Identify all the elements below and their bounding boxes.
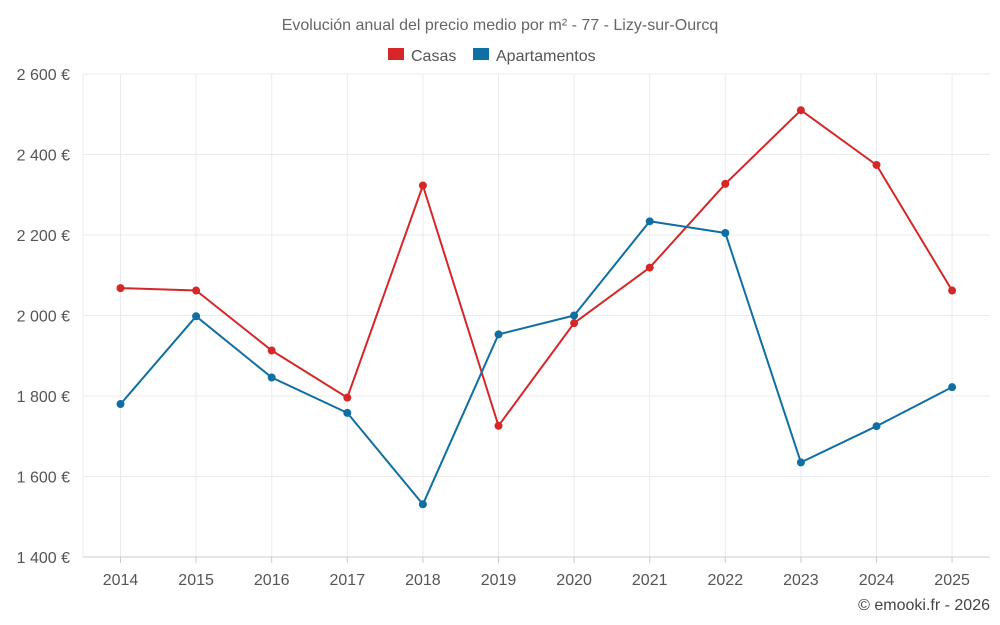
chart-title: Evolución anual del precio medio por m² … (282, 17, 719, 34)
data-point-apartamentos-2025[interactable] (948, 383, 957, 392)
legend: Casas Apartamentos (388, 48, 596, 65)
x-tick-label: 2015 (178, 572, 214, 589)
y-tick-label: 1 400 € (17, 550, 70, 567)
x-tick-label: 2024 (859, 572, 895, 589)
y-tick-label: 2 000 € (17, 309, 70, 326)
data-point-casas-2025[interactable] (948, 286, 957, 295)
x-tick-label: 2020 (556, 572, 592, 589)
y-tick-label: 1 600 € (17, 470, 70, 487)
data-point-casas-2020[interactable] (570, 319, 579, 328)
x-tick-label: 2014 (103, 572, 139, 589)
data-point-apartamentos-2024[interactable] (872, 422, 881, 431)
legend-swatch-casas (388, 48, 404, 60)
data-point-casas-2023[interactable] (796, 106, 805, 115)
data-point-casas-2016[interactable] (267, 346, 276, 355)
data-point-apartamentos-2023[interactable] (796, 458, 805, 467)
data-point-casas-2019[interactable] (494, 421, 503, 430)
data-point-casas-2022[interactable] (721, 179, 730, 188)
data-point-casas-2021[interactable] (645, 263, 654, 272)
x-tick-label: 2023 (783, 572, 819, 589)
data-point-casas-2018[interactable] (418, 181, 427, 190)
x-tick-label: 2017 (330, 572, 366, 589)
y-tick-label: 2 200 € (17, 228, 70, 245)
legend-label-apartamentos: Apartamentos (496, 48, 596, 65)
data-point-apartamentos-2022[interactable] (721, 228, 730, 237)
footer-credit: © emooki.fr - 2026 (858, 597, 990, 614)
x-tick-label: 2018 (405, 572, 441, 589)
series-line-apartamentos (119, 220, 953, 506)
y-tick-label: 1 800 € (17, 389, 70, 406)
data-point-apartamentos-2016[interactable] (267, 373, 276, 382)
grid (83, 73, 990, 558)
y-tick-label: 2 400 € (17, 148, 70, 165)
axes: 1 400 € 1 600 € 1 800 € 2 000 € 2 200 € 2 400… (17, 67, 970, 589)
data-point-apartamentos-2017[interactable] (343, 408, 352, 417)
series-line-casas (120, 109, 953, 427)
data-point-casas-2017[interactable] (343, 393, 352, 402)
y-tick-label: 2 600 € (17, 67, 70, 84)
legend-label-casas: Casas (411, 48, 456, 65)
data-point-apartamentos-2015[interactable] (192, 312, 201, 321)
x-tick-label: 2016 (254, 572, 290, 589)
data-point-apartamentos-2018[interactable] (418, 500, 427, 509)
x-tick-label: 2022 (708, 572, 744, 589)
data-point-casas-2024[interactable] (872, 160, 881, 169)
x-tick-label: 2019 (481, 572, 517, 589)
legend-swatch-apartamentos (473, 48, 489, 60)
x-tick-label: 2021 (632, 572, 668, 589)
series (116, 106, 957, 509)
data-point-casas-2014[interactable] (116, 284, 125, 293)
x-tick-label: 2025 (934, 572, 970, 589)
data-point-apartamentos-2019[interactable] (494, 330, 503, 339)
data-point-casas-2015[interactable] (192, 286, 201, 295)
data-point-apartamentos-2014[interactable] (116, 400, 125, 409)
data-point-apartamentos-2021[interactable] (645, 217, 654, 226)
data-point-apartamentos-2020[interactable] (570, 311, 579, 320)
